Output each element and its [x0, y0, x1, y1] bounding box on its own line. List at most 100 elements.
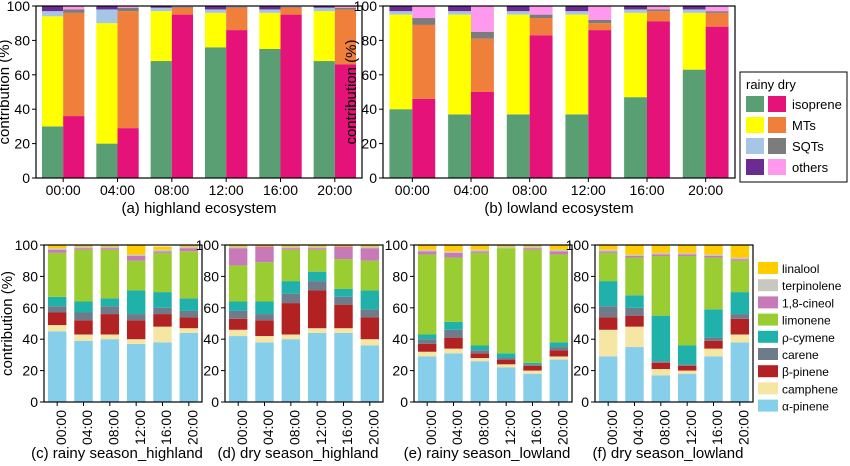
plot-frame	[224, 244, 384, 403]
bar-segment-0400	[625, 254, 644, 256]
bar-segment-2000	[360, 260, 380, 291]
bar-segment-0000	[417, 249, 437, 252]
x-tick-label: 00:00	[395, 182, 430, 198]
bar-segment-2000	[730, 257, 750, 260]
x-tick-label: 04:00	[453, 182, 488, 198]
x-tick-label: 00:00	[53, 410, 69, 445]
bar-segment-1200	[677, 373, 697, 402]
x-tick-label: 04:00	[630, 410, 646, 445]
y-tick-label: 80	[573, 268, 589, 284]
y-tick-label: 60	[361, 67, 377, 83]
y-tick-label: 100	[354, 0, 378, 14]
bar-rainy-sqts-1600	[259, 9, 281, 13]
bar-segment-1600	[334, 259, 353, 289]
bar-segment-0800	[470, 345, 490, 351]
bar-segment-2000	[549, 254, 569, 343]
bar-dry-sqts-0800	[529, 14, 553, 19]
y-tick-label: 20	[22, 363, 38, 379]
bar-rainy-isoprene-0400	[448, 114, 471, 178]
bar-segment-0400	[625, 245, 644, 255]
bar-segment-0800	[470, 251, 490, 253]
bar-segment-2000	[179, 251, 199, 299]
bar-dry-sqts-2000	[334, 7, 357, 10]
bar-dry-sqts-0000	[412, 18, 436, 25]
bar-segment-0400	[625, 255, 644, 258]
bar-dry-others-0800	[529, 6, 553, 15]
bar-segment-1200	[307, 249, 327, 272]
bar-rainy-others-0800	[506, 6, 530, 12]
bar-segment-0800	[281, 303, 301, 335]
bar-segment-2000	[360, 245, 380, 247]
bar-segment-0800	[651, 362, 671, 370]
x-tick-label: 16:00	[263, 182, 298, 198]
bar-segment-1600	[334, 245, 353, 247]
bar-segment-0400	[255, 320, 274, 337]
y-axis-label: contribution (%)	[343, 39, 360, 144]
bar-dry-sqts-2000	[705, 11, 729, 13]
y-tick-label: 40	[573, 331, 589, 347]
panel-caption: (a) highland ecosystem	[121, 200, 276, 217]
bar-rainy-mts-0400	[448, 14, 471, 115]
x-tick-label: 20:00	[688, 182, 723, 198]
bar-segment-0400	[255, 246, 274, 263]
y-tick-label: 20	[203, 363, 219, 379]
bar-rainy-mts-1600	[624, 12, 647, 98]
bar-segment-0000	[228, 245, 248, 247]
x-tick-label: 16:00	[339, 410, 355, 445]
bar-dry-isoprene-0400	[471, 92, 494, 178]
bar-segment-1200	[307, 290, 327, 329]
bar-dry-others-1600	[647, 6, 670, 10]
bar-rainy-isoprene-1200	[204, 47, 227, 178]
bar-rainy-sqts-0400	[96, 9, 118, 24]
bar-segment-1600	[704, 337, 723, 341]
x-tick-label: 20:00	[555, 410, 571, 445]
bar-segment-0800	[470, 252, 490, 346]
bar-segment-1200	[496, 353, 516, 359]
x-tick-label: 08:00	[287, 410, 303, 445]
bar-segment-0800	[281, 249, 301, 282]
bar-segment-0000	[417, 254, 437, 335]
bar-dry-mts-1600	[647, 11, 670, 22]
bar-rainy-mts-2000	[313, 11, 335, 62]
bar-rainy-mts-1200	[204, 12, 227, 48]
bar-segment-2000	[179, 310, 199, 318]
legend-swatch	[758, 382, 778, 395]
bar-rainy-sqts-1200	[204, 9, 227, 13]
bar-segment-0400	[74, 312, 93, 321]
bar-rainy-mts-0800	[150, 11, 172, 62]
bar-rainy-sqts-0000	[389, 11, 413, 15]
legend-label: 1,8-cineol	[782, 296, 834, 310]
bar-dry-mts-0800	[529, 18, 553, 36]
x-tick-label: 12:00	[132, 410, 148, 445]
plot-frame	[43, 244, 203, 403]
y-axis-label: contribution (%)	[0, 39, 13, 144]
bar-segment-1600	[523, 373, 542, 402]
y-tick-label: 60	[203, 300, 219, 316]
legend-label: others	[792, 160, 829, 175]
bar-rainy-mts-0000	[41, 16, 64, 127]
bar-rainy-others-0400	[448, 6, 471, 12]
y-tick-label: 0	[581, 394, 589, 410]
bar-segment-1200	[496, 358, 516, 360]
x-tick-label: 04:00	[100, 182, 135, 198]
bar-dry-others-0000	[63, 6, 85, 10]
bar-dry-sqts-1600	[280, 6, 302, 8]
x-tick-label: 20:00	[736, 410, 752, 445]
x-tick-label: 08:00	[512, 182, 547, 198]
bar-segment-1600	[704, 245, 723, 255]
bar-rainy-isoprene-2000	[682, 69, 706, 178]
bar-segment-0800	[281, 339, 301, 402]
bar-rainy-others-2000	[313, 6, 335, 8]
bar-segment-0800	[470, 249, 490, 252]
bar-dry-others-0400	[117, 6, 139, 8]
bar-segment-0000	[598, 245, 618, 250]
y-tick-label: 80	[14, 32, 30, 48]
y-axis-label: contribution (%)	[0, 271, 16, 376]
bar-segment-2000	[360, 290, 380, 310]
bar-dry-isoprene-1200	[588, 30, 612, 178]
legend-label: linalool	[782, 262, 819, 276]
bar-segment-0000	[598, 251, 618, 253]
legend-swatch	[758, 296, 778, 309]
bar-dry-isoprene-1600	[647, 21, 670, 179]
panel-caption: (b) lowland ecosystem	[484, 200, 633, 217]
